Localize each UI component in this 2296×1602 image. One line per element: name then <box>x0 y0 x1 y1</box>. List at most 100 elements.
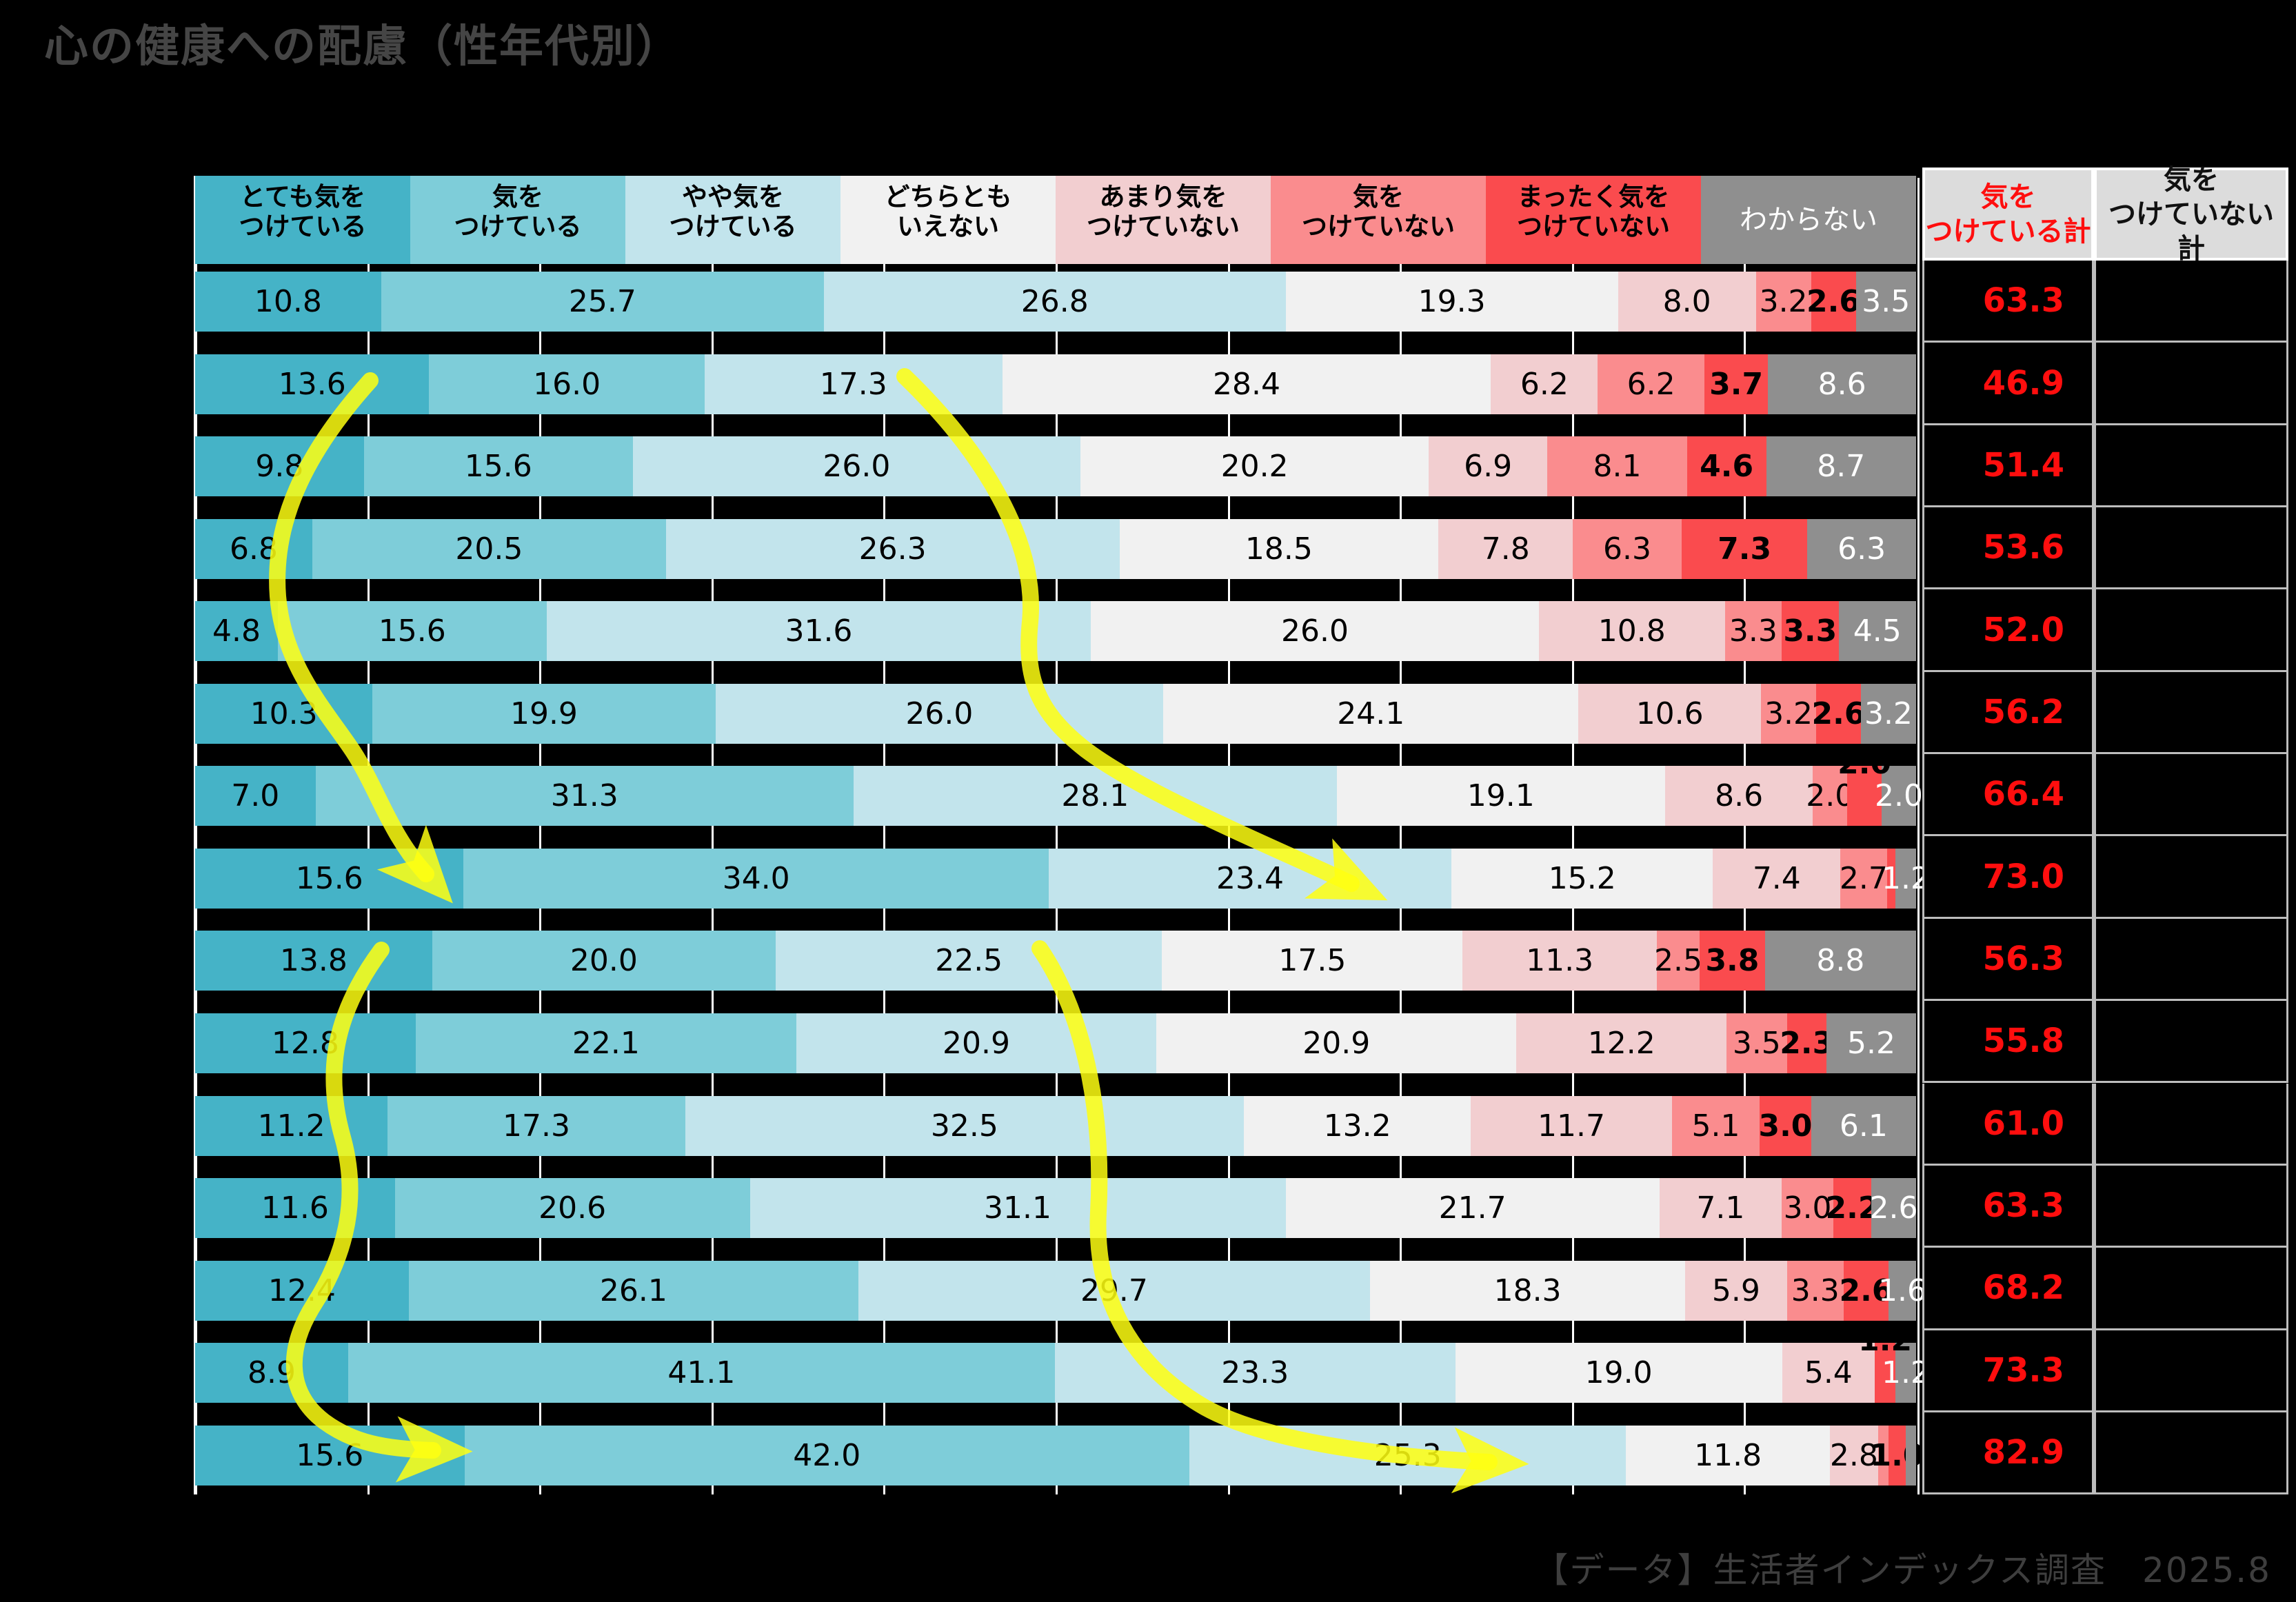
bar-segment: 41.1 <box>348 1343 1055 1403</box>
segment-value-label: 5.2 <box>1846 1025 1895 1061</box>
y-axis-line <box>194 176 196 1494</box>
segment-value-label: 3.3 <box>1791 1273 1840 1308</box>
segment-value-label: 3.3 <box>1783 614 1837 649</box>
bar-segment: 3.3 <box>1782 601 1839 662</box>
bar-segment: 11.8 <box>1626 1425 1830 1486</box>
total-not-aware-cell <box>2094 589 2288 672</box>
bar-segment: 3.8 <box>1700 931 1765 991</box>
segment-value-label: 42.0 <box>793 1437 861 1473</box>
segment-value-label: 11.8 <box>1694 1437 1762 1473</box>
total-not-aware-cell <box>2094 754 2288 837</box>
legend-cell-0: とても気を つけている <box>195 176 410 264</box>
segment-value-label: 2.6 <box>1811 696 1866 731</box>
bar-segment: 1.0 <box>1870 1425 1924 1486</box>
segment-value-label: 7.8 <box>1481 531 1530 567</box>
totals-header-aware: 気を つけている計 <box>1922 168 2094 261</box>
bar-segment: 26.0 <box>632 436 1081 497</box>
bar-segment: 13.2 <box>1244 1095 1471 1156</box>
segment-value-label: 2.5 <box>1653 943 1702 979</box>
bar-segment: 8.1 <box>1547 436 1687 497</box>
segment-value-label: 6.9 <box>1464 449 1513 485</box>
bar-segment <box>1886 848 1896 909</box>
total-aware-cell: 73.0 <box>1922 836 2094 919</box>
bar-segment: 31.3 <box>315 766 854 827</box>
segment-value-label: 9.8 <box>255 449 304 485</box>
total-not-aware-cell <box>2094 671 2288 755</box>
bar-segment: 6.9 <box>1428 436 1548 497</box>
segment-value-label: 12.8 <box>271 1025 339 1061</box>
bar-segment: 15.6 <box>277 601 547 662</box>
total-aware-value: 73.3 <box>1982 1350 2064 1390</box>
segment-value-label: 11.6 <box>261 1190 329 1226</box>
total-not-aware-cell <box>2094 1412 2288 1495</box>
bar-segment: 2.6 <box>1840 1260 1893 1321</box>
segment-value-label: 7.4 <box>1752 860 1801 896</box>
segment-value-label: 17.5 <box>1278 943 1347 979</box>
bar-segment: 8.6 <box>1664 766 1813 827</box>
bar-segment: 2.6 <box>1806 272 1860 332</box>
bar-segment: 2.5 <box>1653 931 1702 991</box>
bar-segment: 2.0 <box>1875 766 1923 827</box>
segment-value-label: 26.8 <box>1020 284 1089 319</box>
bar-segment: 22.1 <box>415 1013 796 1073</box>
bar-segment: 3.5 <box>1726 1013 1787 1073</box>
segment-value-label: 2.0 <box>1837 746 1892 782</box>
segment-value-label: 6.3 <box>1603 531 1652 567</box>
bar-segment: 25.7 <box>381 272 824 332</box>
segment-value-label: 19.0 <box>1584 1355 1653 1391</box>
bar-segment: 11.3 <box>1462 931 1657 991</box>
segment-value-label: 6.2 <box>1520 366 1569 402</box>
bar-segment: 5.4 <box>1782 1343 1875 1403</box>
legend-cell-5: 気を つけていない <box>1271 176 1486 264</box>
bar-segment: 4.8 <box>195 601 278 662</box>
segment-value-label: 13.6 <box>278 366 346 402</box>
legend-cell-3: どちらとも いえない <box>840 176 1056 264</box>
total-aware-cell: 68.2 <box>1922 1248 2094 1330</box>
segment-value-label: 8.7 <box>1817 449 1866 485</box>
gridline-80pct <box>1571 178 1574 1494</box>
segment-value-label: 6.3 <box>1837 531 1886 567</box>
segment-value-label: 29.7 <box>1080 1273 1148 1308</box>
total-aware-value: 82.9 <box>1982 1433 2064 1472</box>
bar-row-6: 10.3 19.9 26.0 24.1 10.6 3.2 2.6 3.2 <box>195 683 1916 744</box>
total-aware-cell: 66.4 <box>1922 754 2094 837</box>
total-not-aware-cell <box>2094 425 2288 508</box>
legend-cell-2: やや気を つけている <box>625 176 840 264</box>
bar-segment: 7.1 <box>1659 1178 1782 1239</box>
segment-value-label: 13.8 <box>279 943 348 979</box>
segment-value-label: 31.3 <box>550 778 618 814</box>
legend-cell-4: あまり気を つけていない <box>1056 176 1271 264</box>
totals-header-not-aware-label: 気を つけていない計 <box>2108 163 2274 265</box>
segment-value-label: 20.9 <box>1302 1025 1371 1061</box>
segment-value-label: 3.0 <box>1783 1190 1832 1226</box>
total-aware-value: 63.3 <box>1982 1186 2064 1226</box>
segment-value-label: 11.2 <box>257 1108 325 1144</box>
bar-row-2: 13.6 16.0 17.3 28.4 6.2 6.2 3.7 8.6 <box>195 354 1916 414</box>
segment-value-label: 2.8 <box>1829 1437 1878 1473</box>
segment-value-label: 10.6 <box>1635 696 1704 731</box>
bar-segment: 15.6 <box>195 848 464 909</box>
bar-segment: 6.1 <box>1811 1095 1916 1156</box>
bar-segment: 20.2 <box>1080 436 1429 497</box>
bar-segment: 3.2 <box>1755 272 1811 332</box>
bar-segment: 3.0 <box>1758 1095 1812 1156</box>
bar-segment: 12.2 <box>1516 1013 1727 1073</box>
bar-row-10: 12.8 22.1 20.9 20.9 12.2 3.5 2.3 5.2 <box>195 1013 1916 1073</box>
segment-value-label: 1.2 <box>1858 1323 1913 1359</box>
bar-row-12: 11.6 20.6 31.1 21.7 7.1 3.0 2.2 2.6 <box>195 1178 1917 1239</box>
bar-segment: 6.2 <box>1491 354 1598 414</box>
bar-segment: 7.0 <box>195 766 316 827</box>
total-not-aware-cell <box>2094 261 2288 343</box>
bar-segment: 17.3 <box>387 1095 685 1156</box>
bar-segment: 20.0 <box>432 931 776 991</box>
bar-segment: 10.3 <box>195 683 373 744</box>
bar-row-7: 7.0 31.3 28.1 19.1 8.6 2.0 2.0 2.0 <box>195 746 1923 827</box>
segment-value-label: 15.2 <box>1548 860 1616 896</box>
segment-value-label: 3.2 <box>1864 696 1913 731</box>
bar-segment: 8.6 <box>1768 354 1916 414</box>
segment-value-label: 25.3 <box>1373 1437 1442 1473</box>
bar-segment: 17.5 <box>1162 931 1463 991</box>
total-aware-cell: 82.9 <box>1922 1412 2094 1495</box>
bar-segment: 25.3 <box>1189 1425 1627 1486</box>
total-aware-cell: 52.0 <box>1922 589 2094 672</box>
